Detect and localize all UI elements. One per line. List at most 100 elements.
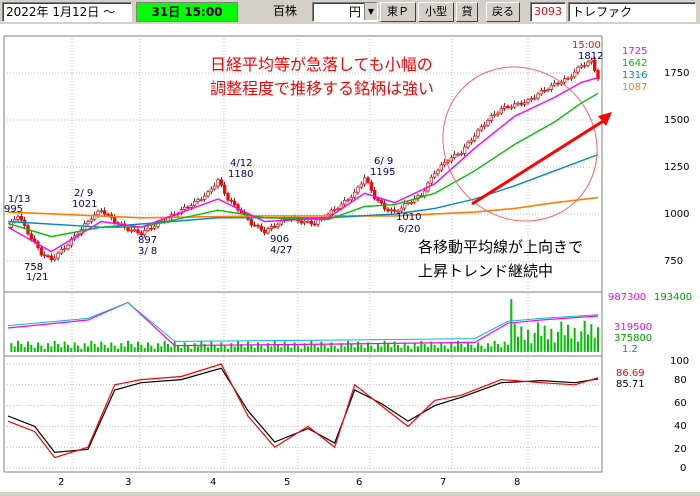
- volume-bar: [127, 340, 129, 352]
- volume-bar: [517, 336, 519, 352]
- volume-bar: [23, 347, 26, 352]
- market-button[interactable]: 東Ｐ: [380, 2, 416, 22]
- candle-body: [433, 173, 437, 178]
- volume-bar: [343, 346, 346, 352]
- volume-bar: [277, 344, 279, 352]
- ma-legend-value: 1087: [622, 82, 647, 93]
- volume-bar: [90, 340, 93, 352]
- price-label: 15:00: [572, 40, 601, 51]
- period-display[interactable]: 31日 15:00: [136, 2, 238, 22]
- date-field[interactable]: 2022年 1月12日 ～: [2, 2, 132, 22]
- chevron-down-icon[interactable]: ▼: [364, 3, 377, 20]
- candle-body: [586, 61, 590, 66]
- volume-bar: [593, 337, 596, 352]
- candle-body: [573, 71, 577, 78]
- candle-body: [136, 229, 140, 234]
- volume-bar: [580, 331, 583, 352]
- currency-select[interactable]: 円 ▼: [312, 2, 378, 22]
- volume-bar: [220, 342, 223, 352]
- volume-bar: [253, 348, 256, 352]
- candle-body: [153, 225, 157, 229]
- volume-bar: [247, 341, 249, 352]
- volume-bar: [467, 341, 469, 352]
- candle-body: [106, 213, 110, 216]
- volume-bar: [537, 322, 539, 352]
- oscillator-axis-label: 20: [674, 444, 687, 455]
- oscillator-axis-label: 60: [674, 398, 687, 409]
- candle-body: [366, 177, 370, 183]
- volume-legend-value: 319500: [614, 322, 652, 333]
- candle-body: [359, 183, 363, 188]
- volume-bar: [17, 340, 19, 352]
- volume-bar: [60, 347, 63, 352]
- candle-body: [523, 102, 527, 105]
- candle-body: [209, 188, 213, 193]
- ma-very-long-line: [7, 196, 599, 219]
- candle-body: [369, 182, 373, 191]
- candle-body: [356, 186, 360, 193]
- candle-body: [29, 233, 33, 240]
- volume-bar: [57, 344, 59, 352]
- ma-short-line: [7, 77, 599, 253]
- toolbar: 2022年 1月12日 ～ 31日 15:00 百株 円 ▼ 東Ｐ 小型 貸 戻…: [0, 0, 700, 24]
- volume-bar: [250, 344, 253, 352]
- volume-bar: [473, 348, 476, 352]
- volume-bar: [113, 345, 116, 352]
- price-panel-frame: [3, 35, 603, 293]
- volume-bar: [283, 341, 286, 352]
- candle-body: [396, 210, 400, 213]
- volume-bar: [67, 344, 69, 352]
- candle-body: [53, 257, 57, 261]
- volume-bar: [427, 347, 429, 352]
- moving-average-lines: [7, 77, 599, 253]
- volume-bar: [510, 299, 513, 352]
- candle-body: [273, 225, 277, 228]
- candle-body: [203, 195, 207, 200]
- candle-body: [566, 77, 570, 80]
- volume-bar: [353, 347, 356, 352]
- volume-bar: [143, 348, 146, 352]
- volume-bar: [450, 343, 453, 352]
- candle-body: [149, 227, 153, 230]
- volume-bar: [257, 342, 259, 352]
- price-label: 6/ 9: [374, 156, 393, 167]
- volume-bar: [187, 345, 189, 352]
- stock-name-field[interactable]: トレファク: [568, 2, 696, 22]
- volume-bars: [7, 299, 599, 352]
- volume-bar: [400, 348, 403, 352]
- volume-bar: [107, 348, 109, 352]
- candle-body: [569, 76, 573, 79]
- candle-body: [399, 207, 403, 212]
- volume-bar: [133, 347, 136, 352]
- price-label: 1180: [228, 169, 253, 180]
- candle-body: [496, 112, 500, 115]
- volume-bar: [523, 340, 526, 352]
- volume-bar: [520, 326, 523, 352]
- volume-bar: [163, 340, 166, 352]
- volume-bar: [447, 348, 449, 352]
- volume-bar: [390, 347, 393, 352]
- category-button[interactable]: 小型: [418, 2, 454, 22]
- volume-bar: [460, 344, 463, 352]
- margin-button[interactable]: 貸: [456, 2, 478, 22]
- candle-body: [183, 206, 187, 210]
- x-axis-label: 8: [514, 477, 520, 488]
- candle-body: [256, 224, 260, 227]
- volume-bar: [540, 336, 543, 352]
- chart-canvas: 日経平均等が急落しても小幅の 調整程度で推移する銘柄は強い 各移動平均線が上向き…: [3, 35, 692, 488]
- x-axis-label: 7: [440, 477, 446, 488]
- volume-bar: [350, 344, 353, 352]
- volume-bar: [330, 342, 333, 352]
- stock-code-field[interactable]: 3093: [530, 2, 566, 22]
- candle-body: [333, 209, 337, 211]
- volume-bar: [103, 344, 106, 352]
- volume-bar: [120, 343, 123, 352]
- candle-body: [276, 223, 280, 227]
- volume-bar: [327, 348, 329, 352]
- volume-bar: [213, 344, 216, 352]
- back-button[interactable]: 戻る: [486, 2, 520, 22]
- volume-bar: [513, 323, 516, 352]
- candle-body: [446, 160, 450, 163]
- volume-bar: [547, 339, 549, 352]
- candle-body: [499, 107, 503, 114]
